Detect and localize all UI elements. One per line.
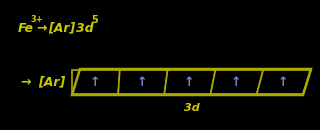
Text: 3+: 3+ (30, 15, 43, 24)
Text: ↑: ↑ (90, 76, 100, 89)
Text: →: → (20, 76, 30, 89)
Polygon shape (257, 70, 311, 94)
Polygon shape (72, 70, 120, 94)
Text: 5: 5 (91, 15, 98, 25)
Text: 3d: 3d (184, 103, 199, 113)
Polygon shape (164, 70, 215, 94)
Text: ↑: ↑ (278, 76, 288, 89)
Text: ↑: ↑ (231, 76, 241, 89)
Text: Fe: Fe (18, 21, 34, 34)
Text: ↑: ↑ (137, 76, 147, 89)
Text: →: → (36, 21, 46, 34)
Polygon shape (118, 70, 168, 94)
Text: [Ar]: [Ar] (48, 21, 75, 34)
Text: 3d: 3d (76, 22, 94, 35)
Polygon shape (211, 70, 263, 94)
Text: [Ar]: [Ar] (38, 76, 65, 89)
Text: ↑: ↑ (184, 76, 194, 89)
